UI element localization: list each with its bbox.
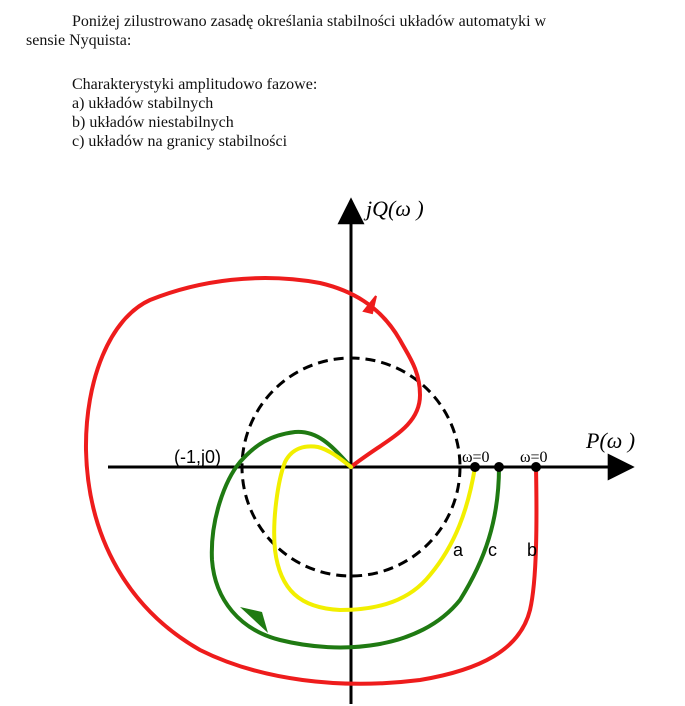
omega-point-c <box>494 462 504 472</box>
curve-b-label: b <box>527 540 537 560</box>
list-item-c: c) układów na granicy stabilności <box>72 133 288 150</box>
list-heading: Charakterystyki amplitudowo fazowe: <box>72 76 318 93</box>
curve-b <box>83 276 539 686</box>
curve-c-label: c <box>488 540 497 560</box>
unit-circle <box>240 356 462 578</box>
curve-a-label: a <box>453 540 464 560</box>
list-item-b: b) układów niestabilnych <box>72 114 234 131</box>
curve-c-direction-arrow <box>240 607 268 633</box>
curve-a <box>272 444 477 613</box>
omega-point-b <box>531 462 541 472</box>
omega-point-a <box>470 462 480 472</box>
omega-label-1: ω=0 <box>462 449 490 466</box>
curve-b-direction-arrow <box>362 295 377 315</box>
y-axis-label: jQ(ω ) <box>363 196 424 221</box>
list-item-a: a) układów stabilnych <box>72 95 214 112</box>
critical-point-label: (-1,j0) <box>174 447 221 467</box>
intro-line-1: Poniżej zilustrowano zasadę określania s… <box>72 13 547 30</box>
omega-label-2: ω=0 <box>520 449 548 466</box>
x-axis-label: P(ω ) <box>585 428 635 453</box>
curve-c <box>209 429 501 650</box>
intro-line-2: sensie Nyquista: <box>26 32 132 49</box>
